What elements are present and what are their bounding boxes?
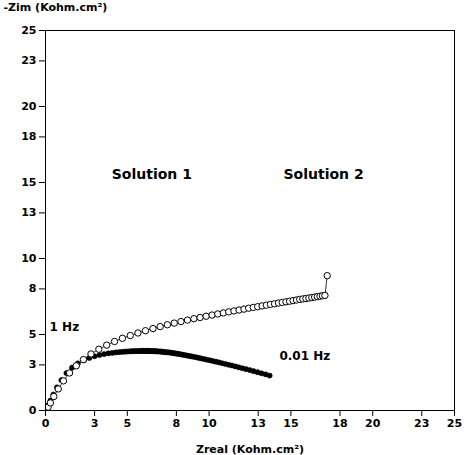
svg-text:25: 25 — [21, 24, 36, 37]
svg-text:3: 3 — [91, 417, 99, 430]
svg-text:20: 20 — [21, 100, 37, 113]
svg-text:Solution 2: Solution 2 — [284, 166, 364, 182]
svg-text:13: 13 — [251, 417, 266, 430]
svg-text:-Zim (Kohm.cm²): -Zim (Kohm.cm²) — [4, 1, 108, 14]
svg-text:10: 10 — [21, 252, 37, 265]
svg-text:5: 5 — [29, 328, 37, 341]
svg-text:3: 3 — [29, 358, 37, 371]
svg-text:20: 20 — [365, 417, 381, 430]
svg-text:25: 25 — [447, 417, 462, 430]
svg-text:8: 8 — [173, 417, 181, 430]
svg-text:8: 8 — [29, 282, 37, 295]
svg-text:0.01 Hz: 0.01 Hz — [279, 349, 330, 363]
svg-text:18: 18 — [332, 417, 347, 430]
svg-text:0: 0 — [29, 404, 37, 417]
svg-text:18: 18 — [21, 130, 36, 143]
svg-text:23: 23 — [21, 54, 36, 67]
svg-text:13: 13 — [21, 206, 36, 219]
svg-text:15: 15 — [283, 417, 298, 430]
svg-text:1 Hz: 1 Hz — [50, 320, 80, 334]
svg-text:Zreal (Kohm.cm²): Zreal (Kohm.cm²) — [196, 443, 304, 455]
svg-text:5: 5 — [123, 417, 131, 430]
svg-text:23: 23 — [414, 417, 429, 430]
svg-text:10: 10 — [201, 417, 217, 430]
svg-text:15: 15 — [21, 176, 36, 189]
svg-text:Solution 1: Solution 1 — [112, 166, 192, 182]
svg-text:0: 0 — [42, 417, 50, 430]
